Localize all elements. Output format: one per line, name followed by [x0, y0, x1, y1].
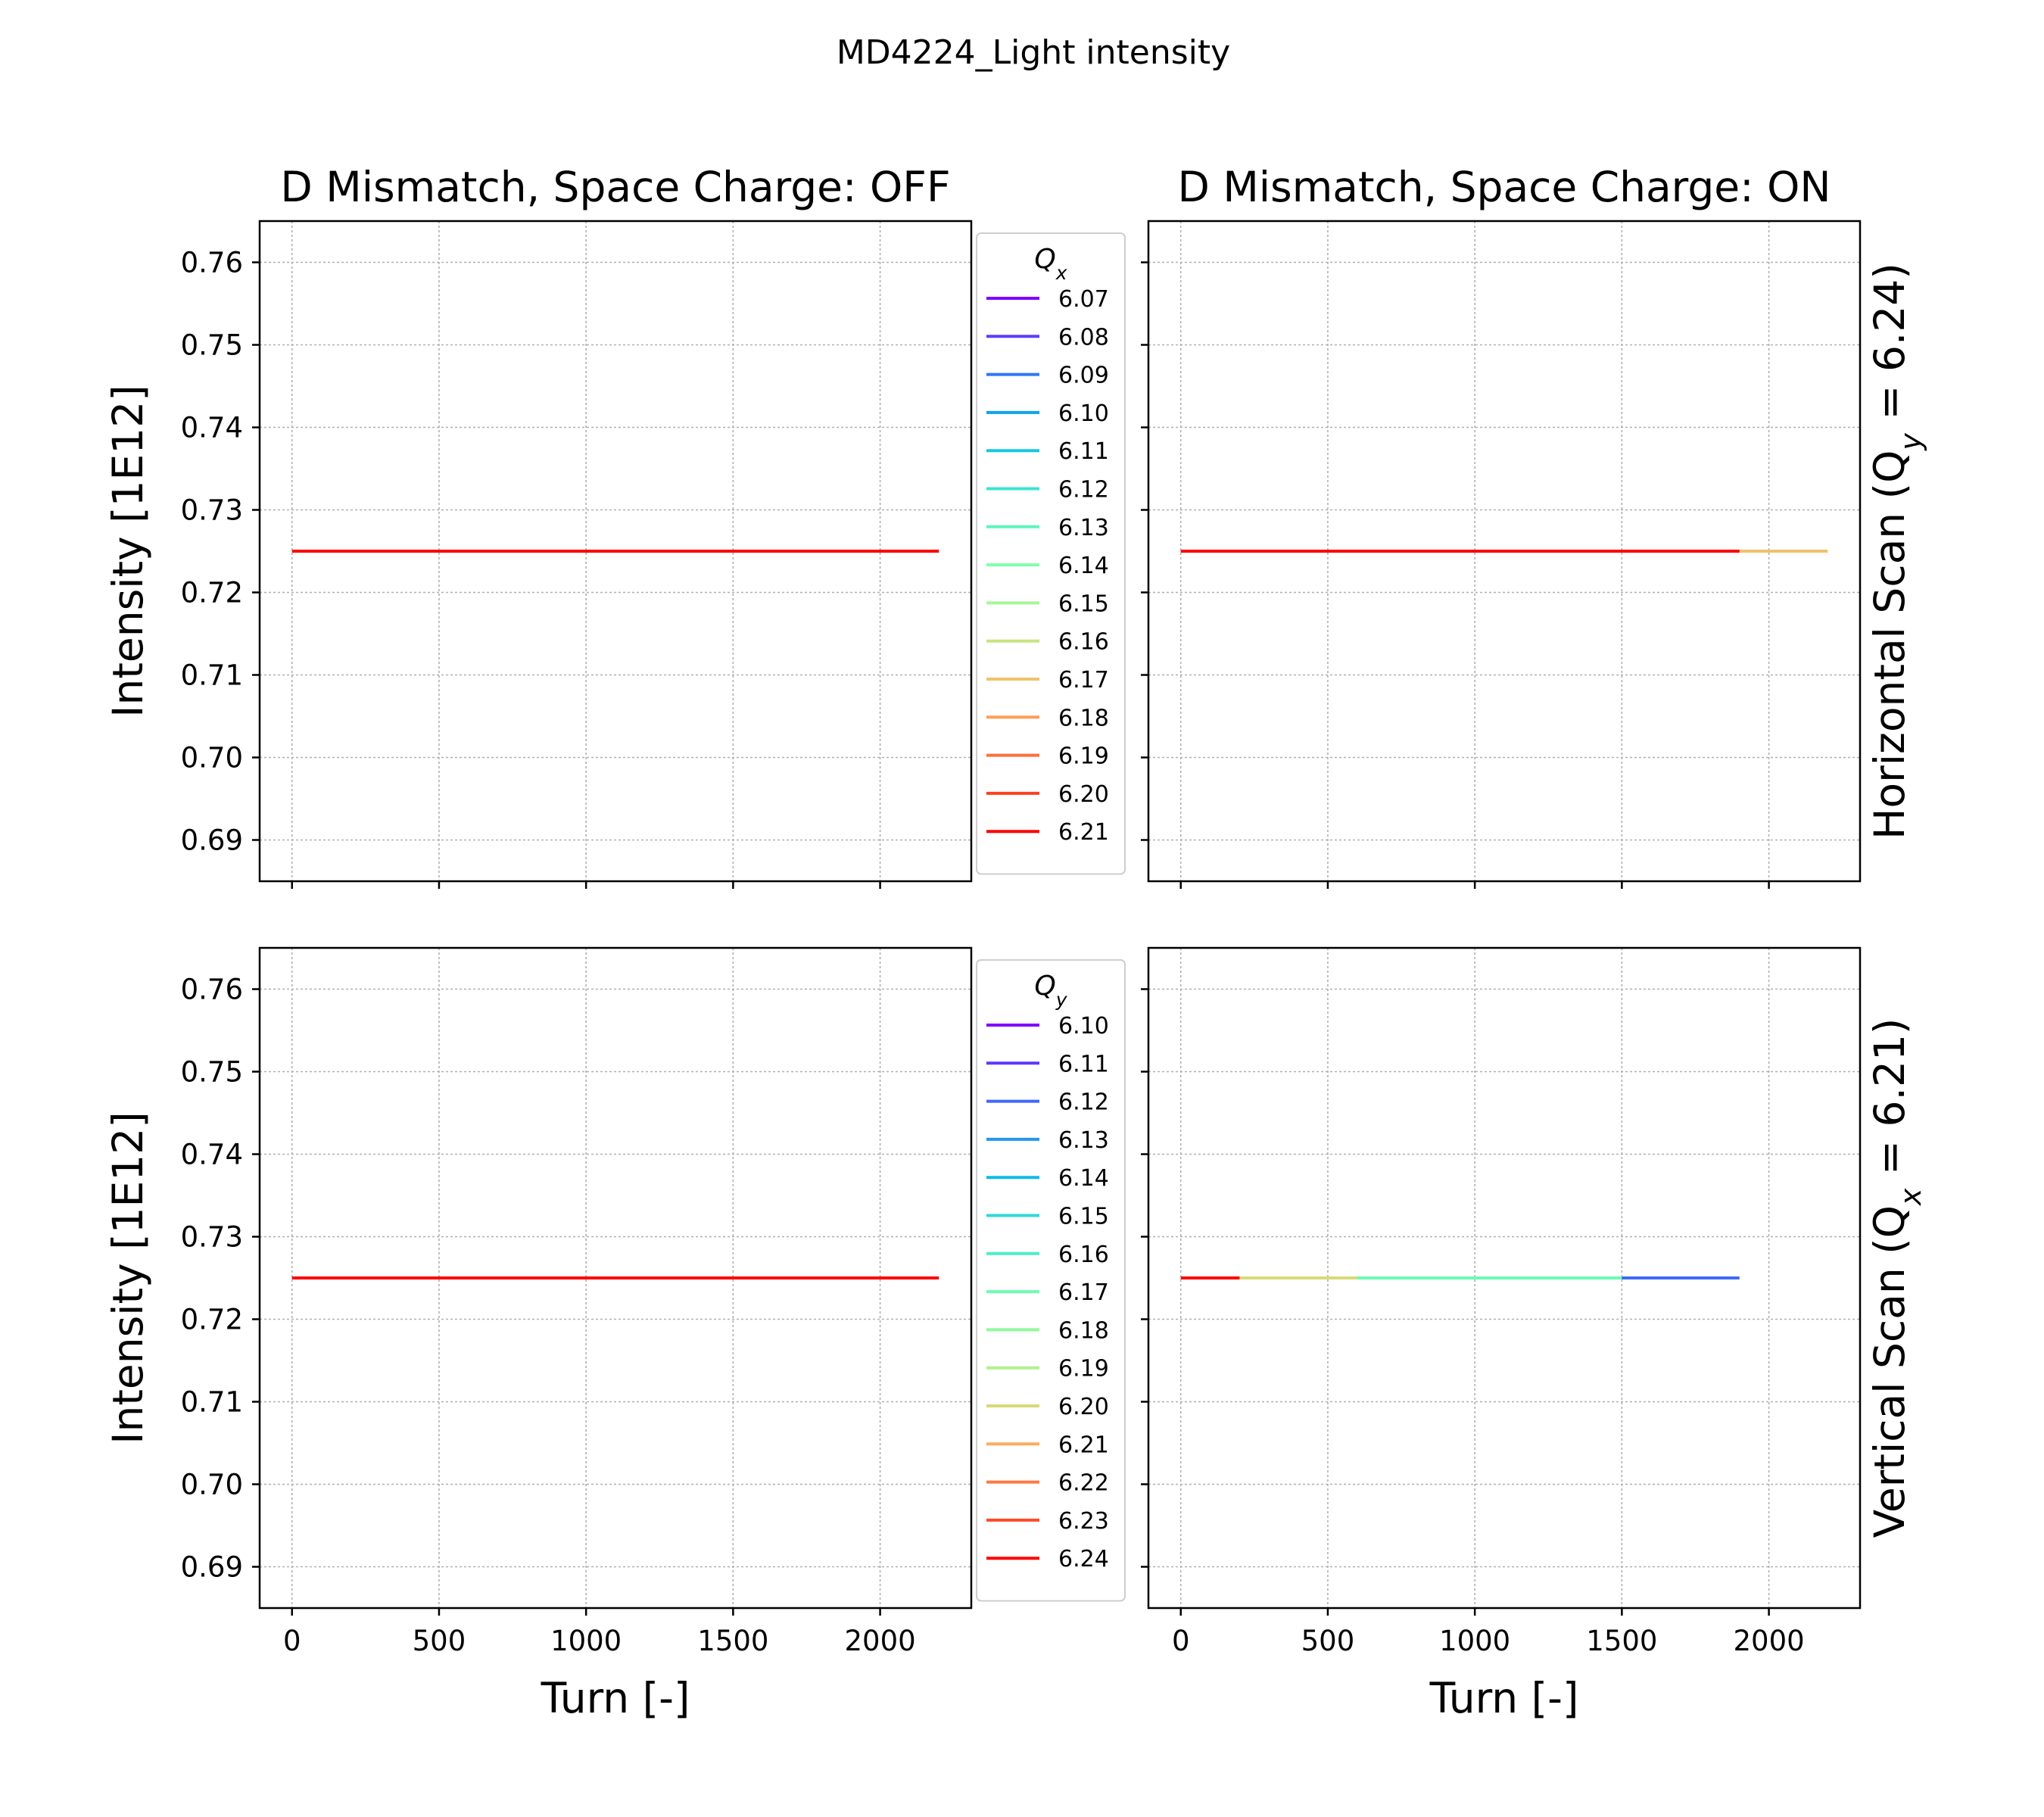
y-tick-label: 0.76	[181, 974, 243, 1006]
legend-entry-label: 6.22	[1058, 1470, 1109, 1497]
x-tick-label: 500	[1301, 1625, 1355, 1657]
panel-1: 0.69 0.70 0.71 0.72 0.73 0.74 0.75 0.76 D Mismat…	[104, 163, 1126, 889]
x-tick-label: 1500	[1586, 1625, 1657, 1657]
legend-entry-label: 6.13	[1058, 515, 1109, 541]
legend-entry-label: 6.21	[1058, 1432, 1109, 1458]
y-tick-label: 0.76	[181, 247, 243, 279]
legend-entry-label: 6.18	[1058, 1317, 1109, 1344]
y-tick-label: 0.71	[181, 1386, 243, 1419]
legend-entry-label: 6.21	[1058, 819, 1109, 846]
legend-frame	[976, 959, 1126, 1602]
y-tick-label: 0.73	[181, 494, 243, 527]
legend-entry-label: 6.08	[1058, 324, 1109, 351]
panel-4: 0 500 1000 1500 2000 Turn [-] Vertical Scan (Q…	[1141, 946, 1927, 1722]
x-tick-label: 0	[1172, 1625, 1190, 1657]
y-tick-label: 0.74	[181, 1139, 243, 1171]
axes-frame	[258, 946, 973, 1610]
figure-title: MD4224_Light intensity	[837, 33, 1230, 72]
legend-entry-label: 6.19	[1058, 1356, 1109, 1382]
legend-entry-label: 6.11	[1058, 438, 1109, 465]
legend-entry-label: 6.19	[1058, 743, 1109, 770]
panel-2: D Mismatch, Space Charge: ON Horizontal S…	[1141, 163, 1927, 889]
legend-entry-label: 6.12	[1058, 477, 1109, 503]
y-tick-label: 0.75	[181, 1056, 243, 1089]
legend-entry-label: 6.20	[1058, 781, 1109, 808]
legend-entry-label: 6.16	[1058, 1242, 1109, 1268]
legend-entry-label: 6.17	[1058, 667, 1109, 693]
legend-title: Qx	[1034, 244, 1067, 284]
legend-entry-label: 6.10	[1058, 400, 1109, 427]
x-tick-label: 2000	[845, 1625, 916, 1657]
legend-entry-label: 6.24	[1058, 1546, 1109, 1572]
y-tick-label: 0.72	[181, 1304, 243, 1336]
legend-entry-label: 6.09	[1058, 363, 1109, 389]
x-tick-label: 1000	[1439, 1625, 1510, 1657]
x-axis-label: Turn [-]	[541, 1674, 690, 1722]
legend-frame	[976, 232, 1126, 875]
x-tick-label: 1500	[697, 1625, 768, 1657]
legend-entry-label: 6.11	[1058, 1051, 1109, 1077]
x-tick-label: 500	[413, 1625, 466, 1657]
y-tick-label: 0.69	[181, 824, 243, 857]
panel-title: D Mismatch, Space Charge: ON	[1177, 163, 1831, 211]
y-tick-label: 0.74	[181, 412, 243, 444]
panel-title: D Mismatch, Space Charge: OFF	[280, 163, 950, 211]
legend-entry-label: 6.14	[1058, 1165, 1109, 1192]
legend-entry-label: 6.10	[1058, 1013, 1109, 1039]
panel-3: 0 500 1000 1500 2000 0.69 0.70 0.71 0.72 0.73 0.74…	[104, 946, 1126, 1722]
legend: Qy6.10 6.11 6.12 6.13 6.14 6.15 6.16 6.17 6.18 6.…	[976, 959, 1126, 1602]
x-tick-label: 0	[283, 1625, 301, 1657]
y-tick-label: 0.73	[181, 1221, 243, 1254]
legend-entry-label: 6.18	[1058, 705, 1109, 731]
y-tick-label: 0.72	[181, 577, 243, 609]
x-axis-label: Turn [-]	[1429, 1674, 1579, 1722]
y-tick-label: 0.75	[181, 329, 243, 362]
x-tick-label: 1000	[550, 1625, 622, 1657]
y-axis-label: Intensity [1E12]	[104, 1111, 152, 1445]
legend-entry-label: 6.13	[1058, 1127, 1109, 1154]
axes-frame	[258, 220, 973, 883]
legend-title: Qy	[1034, 971, 1067, 1011]
legend: Qx6.07 6.08 6.09 6.10 6.11 6.12 6.13 6.14 6.15 6.…	[976, 232, 1126, 875]
row-label: Vertical Scan (Qx = 6.21)	[1865, 1018, 1927, 1538]
legend-entry-label: 6.15	[1058, 1204, 1109, 1230]
axes-frame	[1147, 946, 1862, 1610]
y-tick-label: 0.70	[181, 742, 243, 774]
x-tick-label: 2000	[1734, 1625, 1805, 1657]
legend-entry-label: 6.20	[1058, 1394, 1109, 1420]
legend-entry-label: 6.23	[1058, 1508, 1109, 1535]
row-label: Horizontal Scan (Qy = 6.24)	[1865, 263, 1927, 840]
axes-frame	[1147, 220, 1862, 883]
y-axis-label: Intensity [1E12]	[104, 385, 152, 718]
legend-entry-label: 6.17	[1058, 1279, 1109, 1306]
y-tick-label: 0.70	[181, 1469, 243, 1501]
y-tick-label: 0.69	[181, 1551, 243, 1584]
legend-entry-label: 6.07	[1058, 286, 1109, 313]
legend-entry-label: 6.15	[1058, 591, 1109, 617]
legend-entry-label: 6.14	[1058, 553, 1109, 579]
y-tick-label: 0.71	[181, 659, 243, 692]
legend-entry-label: 6.12	[1058, 1089, 1109, 1116]
legend-entry-label: 6.16	[1058, 629, 1109, 656]
